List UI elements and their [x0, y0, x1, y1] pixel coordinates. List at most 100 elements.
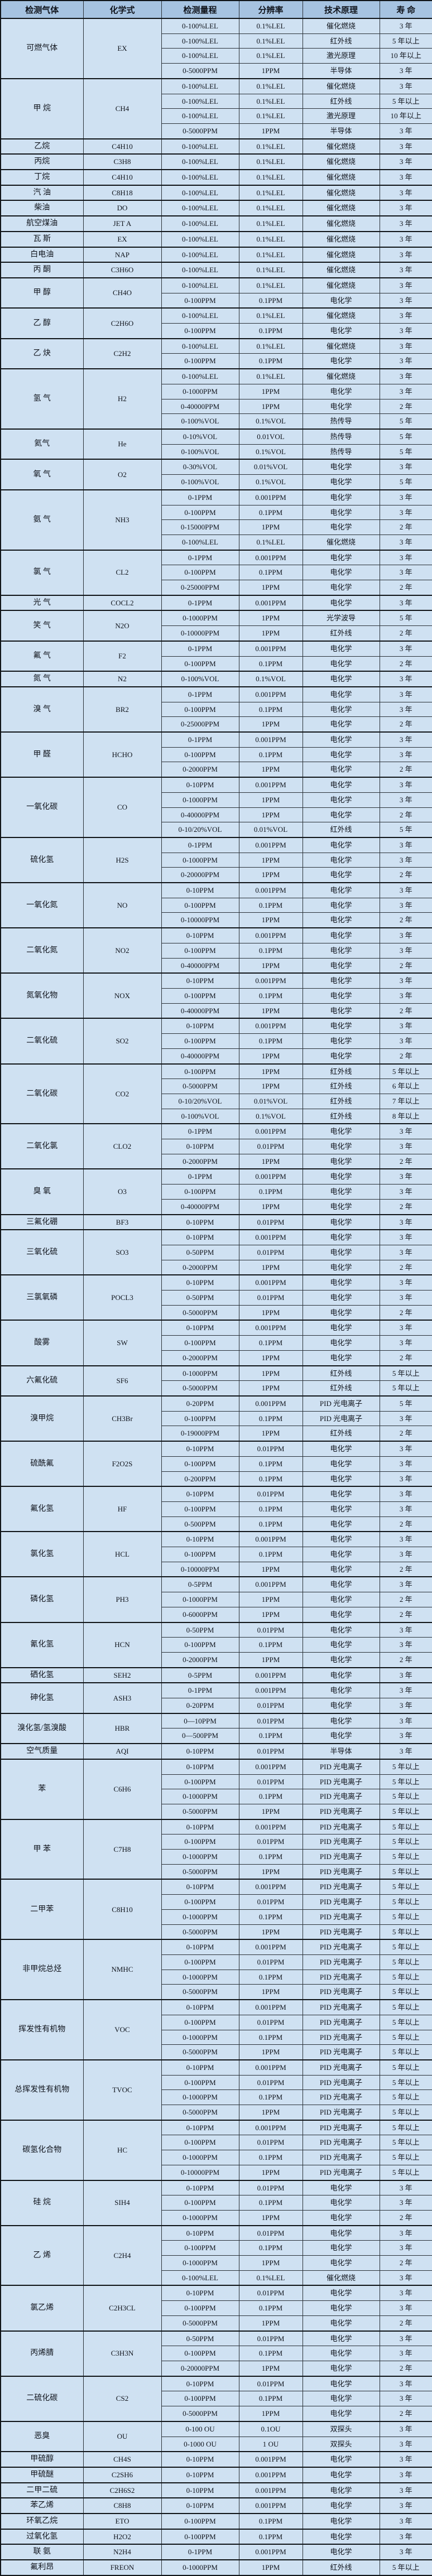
formula-cell: FREON [83, 2559, 162, 2576]
table-row: 氯 气 CL2 0-1PPM 0.001PPM 电化学 3 年 [0, 549, 432, 596]
table-row: 0-100PPM 0.1PPM 电化学 3 年 [1, 353, 432, 369]
range-cell: 0-6000PPM [161, 1606, 239, 1623]
resolution-cell: 1PPM [238, 1078, 303, 1094]
gas-name-cell: 苯 [0, 1758, 84, 1820]
formula-cell: C2H2 [83, 338, 162, 369]
principle-cell: 电化学 [302, 716, 380, 733]
table-row: 二硫化碳 CS2 0-10PPM 0.01PPM 电化学 3 年 [0, 2375, 432, 2422]
lifespan-cell: 3 年 [379, 2466, 432, 2483]
resolution-cell: 0.001PPM [238, 1939, 303, 1956]
formula-cell: TVOC [83, 2059, 162, 2121]
lifespan-cell: 3 年 [379, 1441, 432, 1457]
principle-cell: PID 光电离子 [302, 1999, 380, 2015]
range-cell: 0-100PPM [161, 1456, 239, 1472]
formula-cell: C4H10 [83, 138, 162, 155]
lifespan-cell: 3 年 [379, 2179, 432, 2196]
gas-name-cell: 丙烯腈 [0, 2330, 84, 2377]
lifespan-cell: 5 年以上 [379, 2029, 432, 2045]
range-cell: 0-2000PPM [161, 1350, 239, 1366]
principle-cell: 催化燃烧 [302, 277, 380, 293]
range-cell: 0-10PPM [161, 2466, 239, 2483]
table-row: 0-10000PPM 1PPM 电化学 2 年 [1, 1561, 432, 1577]
principle-cell: 电化学 [302, 519, 380, 535]
lifespan-cell: 5 年以上 [379, 1879, 432, 1895]
principle-cell: 电化学 [302, 747, 380, 763]
range-cell: 0-100PPM [161, 2513, 239, 2530]
resolution-cell: 0.1PPM [238, 2089, 303, 2106]
resolution-cell: 1PPM [238, 2209, 303, 2226]
table-row: 三氧化硫 SO3 0-10PPM 0.001PPM 电化学 3 年 [0, 1229, 432, 1275]
range-cell: 0-10PPM [161, 1758, 239, 1775]
lifespan-cell: 2 年 [379, 2255, 432, 2271]
range-cell: 0-100%LEL [161, 17, 239, 34]
range-cell: 0-100%VOL [161, 474, 239, 490]
table-row: 瓦 斯 EX 0-100%LEL 0.1%LEL 催化燃烧 3 年 [0, 230, 432, 248]
resolution-cell: 1PPM [238, 1592, 303, 1607]
principle-cell: 半导体 [302, 63, 380, 79]
lifespan-cell: 3 年 [379, 594, 432, 611]
principle-cell: 电化学 [302, 972, 380, 989]
gas-name-cell: 氯 气 [0, 549, 84, 596]
principle-cell: PID 光电离子 [302, 1849, 380, 1865]
principle-cell: 催化燃烧 [302, 78, 380, 94]
lifespan-cell: 3 年 [379, 1456, 432, 1472]
table-row: 0-100PPM 0.1PPM 电化学 3 年 [1, 747, 432, 763]
principle-cell: 激光原理 [302, 48, 380, 64]
principle-cell: 热传导 [302, 428, 380, 445]
lifespan-cell: 3 年 [379, 2544, 432, 2560]
lifespan-cell: 3 年 [379, 215, 432, 232]
resolution-cell: 0.001PPM [238, 594, 303, 611]
resolution-cell: 0.001PPM [238, 836, 303, 853]
principle-cell: 电化学 [302, 836, 380, 853]
resolution-cell: 1PPM [238, 63, 303, 79]
lifespan-cell: 3 年 [379, 792, 432, 808]
table-row: 0-1000PPM 0.1PPM PID 光电离子 5 年以上 [1, 1789, 432, 1804]
principle-cell: 电化学 [302, 2360, 380, 2377]
principle-cell: 电化学 [302, 2300, 380, 2316]
table-row: 0-1000PPM 1PPM 电化学 3 年 [1, 852, 432, 868]
lifespan-cell: 3 年 [379, 2436, 432, 2452]
lifespan-cell: 3 年 [379, 2285, 432, 2301]
table-row: 氯乙烯 C2H3CL 0-10PPM 0.01PPM 电化学 3 年 [0, 2285, 432, 2332]
formula-cell: NH3 [83, 489, 162, 551]
gas-name-cell: 苯乙烯 [0, 2497, 84, 2514]
table-row: 0-5000PPM 1PPM PID 光电离子 5 年以上 [1, 1984, 432, 2000]
lifespan-cell: 5 年以上 [379, 1365, 432, 1381]
principle-cell: PID 光电离子 [302, 2074, 380, 2091]
gas-name-cell: 瓦 斯 [0, 230, 84, 248]
header-principle: 技术原理 [302, 0, 380, 19]
range-cell: 0-10PPM [161, 1229, 239, 1245]
range-cell: 0-10PPM [161, 2451, 239, 2468]
range-cell: 0-5000PPM [161, 1924, 239, 1940]
formula-cell: HF [83, 1486, 162, 1532]
table-row: 0-100PPM 0.1PPM 电化学 3 年 [1, 2195, 432, 2211]
principle-cell: PID 光电离子 [302, 2135, 380, 2151]
principle-cell: PID 光电离子 [302, 1879, 380, 1895]
range-cell: 0-1000PPM [161, 1969, 239, 1985]
lifespan-cell: 3 年 [379, 972, 432, 989]
range-cell: 0-1000PPM [161, 1592, 239, 1607]
lifespan-cell: 3 年 [379, 1244, 432, 1260]
range-cell: 0-100%VOL [161, 671, 239, 687]
table-row: 0-1000PPM 0.1PPM PID 光电离子 5 年以上 [1, 1909, 432, 1925]
lifespan-cell: 3 年 [379, 852, 432, 868]
resolution-cell: 0.01PPM [238, 1834, 303, 1850]
lifespan-cell: 3 年 [379, 1501, 432, 1517]
principle-cell: 电化学 [302, 565, 380, 581]
principle-cell: 电化学 [302, 2466, 380, 2483]
resolution-cell: 1PPM [238, 912, 303, 928]
gas-name-cell: 二甲苯 [0, 1879, 84, 1940]
lifespan-cell: 2 年 [379, 1350, 432, 1366]
lifespan-cell: 3 年 [379, 368, 432, 384]
resolution-cell: 0.001PPM [238, 1758, 303, 1775]
range-cell: 0-100PPM [161, 2074, 239, 2091]
principle-cell: 光学波导 [302, 610, 380, 627]
table-row: 0-5000PPM 1PPM 半导体 3 年 [1, 63, 432, 79]
principle-cell: 催化燃烧 [302, 184, 380, 201]
table-row: 0-100%LEL 0.1%LEL 红外线 5 年以上 [1, 93, 432, 109]
range-cell: 0-100PPM [161, 323, 239, 339]
range-cell: 0-1PPM [161, 836, 239, 853]
resolution-cell: 0.001PPM [238, 1999, 303, 2015]
gas-name-cell: 甲 醛 [0, 731, 84, 778]
principle-cell: 电化学 [302, 1682, 380, 1699]
